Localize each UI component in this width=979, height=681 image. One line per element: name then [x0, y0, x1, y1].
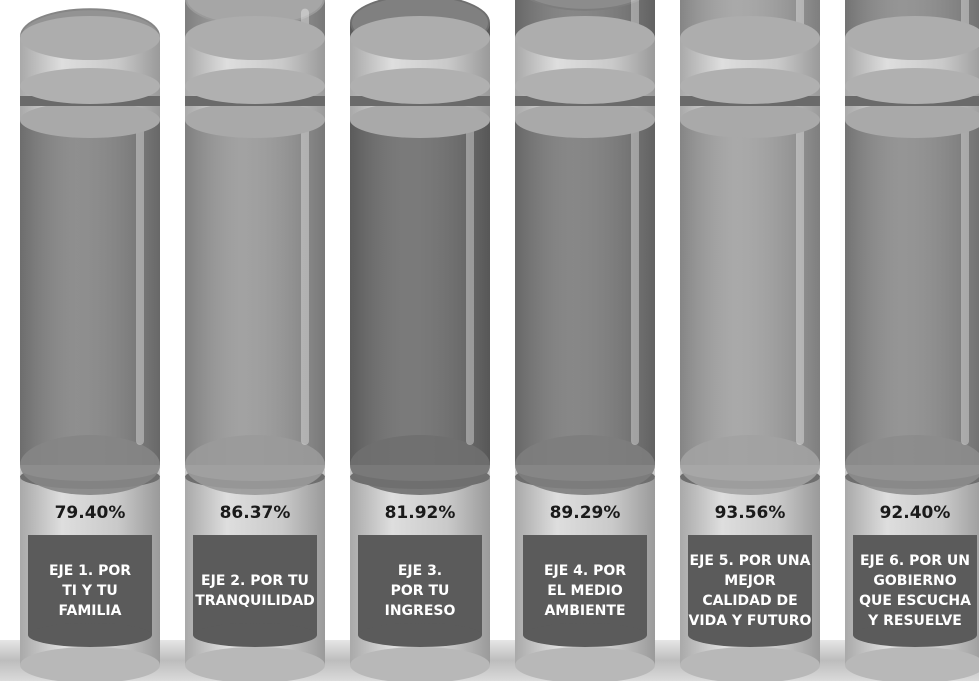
- category-label: EJE 6. POR UN GOBIERNO QUE ESCUCHA Y RESUEL…: [859, 553, 971, 629]
- category-label-line: EJE 3.: [398, 563, 442, 579]
- top-cap-bottom: [185, 68, 325, 104]
- cylinder-1: 79.40% EJE 1. POR TI Y TU FAMILIA: [20, 8, 160, 681]
- value-label: 89.29%: [550, 503, 621, 523]
- liquid-bottom: [515, 435, 655, 495]
- category-label-panel: [193, 535, 317, 635]
- cylinder-5: 93.56% EJE 5. POR UNA MEJOR CALIDAD DE VIDA …: [680, 0, 820, 681]
- category-label-panel: [523, 535, 647, 635]
- liquid-top-sheen: [533, 0, 637, 9]
- cylinder-2: 86.37% EJE 2. POR TU TRANQUILIDAD: [185, 0, 325, 681]
- cylinder-base-bottom: [20, 647, 160, 681]
- upper-ring-bottom: [20, 102, 160, 138]
- gloss-highlight: [136, 46, 144, 446]
- category-label-line: EL MEDIO: [547, 583, 623, 599]
- top-cap-bottom: [845, 68, 979, 104]
- category-label-line: TI Y TU: [62, 583, 118, 599]
- category-label-line: GOBIERNO: [873, 573, 956, 589]
- category-label-line: AMBIENTE: [544, 603, 625, 619]
- upper-ring-bottom: [185, 102, 325, 138]
- top-cap-bottom: [680, 68, 820, 104]
- category-label-line: FAMILIA: [59, 603, 122, 619]
- cylinder-base-bottom: [515, 647, 655, 681]
- cylinder-base-bottom: [350, 647, 490, 681]
- liquid-bottom: [680, 435, 820, 495]
- category-label-panel-bottom: [523, 623, 647, 647]
- category-label-line: EJE 1. POR: [49, 563, 131, 579]
- category-label-panel-bottom: [688, 623, 812, 647]
- category-label: EJE 1. POR TI Y TU FAMILIA: [49, 563, 131, 619]
- cylinder-base-bottom: [185, 647, 325, 681]
- category-label-panel-bottom: [853, 623, 977, 647]
- category-label: EJE 4. POR EL MEDIO AMBIENTE: [544, 563, 626, 619]
- category-label-line: EJE 6. POR UN: [860, 553, 970, 569]
- liquid-top-sheen: [187, 0, 323, 25]
- top-cap: [185, 16, 325, 60]
- top-cap-bottom: [20, 68, 160, 104]
- liquid-bottom: [20, 435, 160, 495]
- top-cap: [350, 16, 490, 60]
- category-label-line: EJE 5. POR UNA: [690, 553, 811, 569]
- top-cap: [515, 16, 655, 60]
- value-label: 93.56%: [715, 503, 786, 523]
- category-label-line: INGRESO: [385, 603, 456, 619]
- cylinder-base-bottom: [845, 647, 979, 681]
- category-label-panel: [358, 535, 482, 635]
- category-label-line: Y RESUELVE: [867, 613, 962, 629]
- category-label-panel: [28, 535, 152, 635]
- category-label-line: MEJOR: [724, 573, 776, 589]
- value-label: 79.40%: [55, 503, 126, 523]
- upper-ring-bottom: [515, 102, 655, 138]
- cylinder-base-bottom: [680, 647, 820, 681]
- value-label: 86.37%: [220, 503, 291, 523]
- top-cap: [680, 16, 820, 60]
- liquid-bottom: [845, 435, 979, 495]
- gloss-highlight: [466, 32, 474, 446]
- top-cap: [845, 16, 979, 60]
- cylinder-6: 92.40% EJE 6. POR UN GOBIERNO QUE ESCUCHA Y …: [845, 0, 979, 681]
- category-label-panel: [688, 535, 812, 635]
- top-cap-bottom: [350, 68, 490, 104]
- category-label-line: TRANQUILIDAD: [195, 593, 315, 609]
- category-label-line: VIDA Y FUTURO: [689, 613, 812, 629]
- upper-ring-bottom: [845, 102, 979, 138]
- value-label: 81.92%: [385, 503, 456, 523]
- category-label-line: POR TU: [391, 583, 450, 599]
- category-label-line: QUE ESCUCHA: [859, 593, 971, 609]
- liquid-bottom: [185, 435, 325, 495]
- category-label: EJE 3. POR TU INGRESO: [385, 563, 456, 619]
- top-cap: [20, 16, 160, 60]
- liquid-top: [529, 0, 641, 11]
- category-label-panel: [853, 535, 977, 635]
- value-label: 92.40%: [880, 503, 951, 523]
- category-label-line: EJE 4. POR: [544, 563, 626, 579]
- category-label-panel-bottom: [28, 623, 152, 647]
- upper-ring-bottom: [680, 102, 820, 138]
- cylinder-4: 89.29% EJE 4. POR EL MEDIO AMBIENTE: [515, 0, 655, 681]
- cylinder-3: 81.92% EJE 3. POR TU INGRESO: [350, 0, 490, 681]
- category-label-line: CALIDAD DE: [702, 593, 797, 609]
- category-label-panel-bottom: [358, 623, 482, 647]
- category-label: EJE 5. POR UNA MEJOR CALIDAD DE VIDA Y FUTU…: [689, 553, 812, 629]
- category-label-line: EJE 2. POR TU: [201, 573, 309, 589]
- category-label: EJE 2. POR TU TRANQUILIDAD: [195, 573, 315, 609]
- top-cap-bottom: [515, 68, 655, 104]
- category-label-panel-bottom: [193, 623, 317, 647]
- upper-ring-bottom: [350, 102, 490, 138]
- liquid-bottom: [350, 435, 490, 495]
